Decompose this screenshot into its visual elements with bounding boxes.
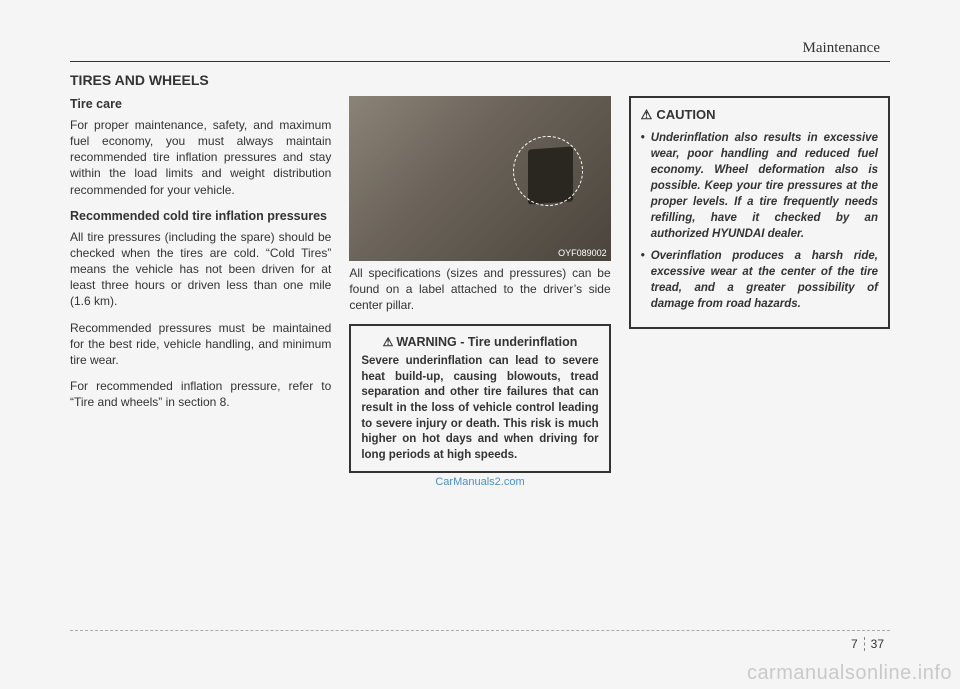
bullet-dot: • <box>641 248 645 312</box>
label-location-para: All specifications (sizes and pressures)… <box>349 265 610 314</box>
warning-title-text: WARNING - Tire underinflation <box>396 335 577 349</box>
page-footer: 7 37 <box>845 637 890 651</box>
chapter-number: 7 <box>845 637 864 651</box>
site-watermark: carmanualsonline.info <box>747 662 952 685</box>
label-location-photo: OYF089002 <box>349 96 610 261</box>
tire-care-para: For proper maintenance, safety, and maxi… <box>70 117 331 198</box>
column-right: ⚠CAUTION • Underinflation also results i… <box>629 96 890 490</box>
tire-care-heading: Tire care <box>70 96 331 113</box>
caution-title-text: CAUTION <box>656 107 715 122</box>
page-number: 37 <box>864 637 890 651</box>
cold-pressure-heading: Recommended cold tire inflation pressure… <box>70 208 331 225</box>
caution-icon: ⚠ <box>641 106 653 124</box>
header-label: Maintenance <box>70 40 890 61</box>
warning-title: ⚠WARNING - Tire underinflation <box>361 334 598 351</box>
warning-body: Severe underinflation can lead to severe… <box>361 354 598 463</box>
caution-title: ⚠CAUTION <box>641 106 878 124</box>
footer-dash <box>70 630 890 631</box>
section-title: TIRES AND WHEELS <box>70 72 890 88</box>
bullet-dot: • <box>641 130 645 243</box>
column-center: OYF089002 All specifications (sizes and … <box>349 96 610 490</box>
photo-id: OYF089002 <box>558 247 607 259</box>
photo-highlight-circle <box>513 136 583 206</box>
warning-icon: ⚠ <box>383 334 394 350</box>
caution-bullet-2: • Overinflation produces a harsh ride, e… <box>641 248 878 312</box>
caution-text-1: Underinflation also results in excessive… <box>651 130 878 243</box>
column-left: Tire care For proper maintenance, safety… <box>70 96 331 490</box>
caution-bullet-1: • Underinflation also results in excessi… <box>641 130 878 243</box>
cold-pressure-para2: Recommended pressures must be maintained… <box>70 320 331 369</box>
small-watermark: CarManuals2.com <box>349 475 610 490</box>
header-rule <box>70 61 890 62</box>
caution-body: • Underinflation also results in excessi… <box>641 130 878 313</box>
caution-text-2: Overinflation produces a harsh ride, exc… <box>651 248 878 312</box>
cold-pressure-para1: All tire pressures (including the spare)… <box>70 229 331 310</box>
warning-box: ⚠WARNING - Tire underinflation Severe un… <box>349 324 610 473</box>
caution-box: ⚠CAUTION • Underinflation also results i… <box>629 96 890 329</box>
cold-pressure-para3: For recommended inflation pressure, refe… <box>70 378 331 410</box>
